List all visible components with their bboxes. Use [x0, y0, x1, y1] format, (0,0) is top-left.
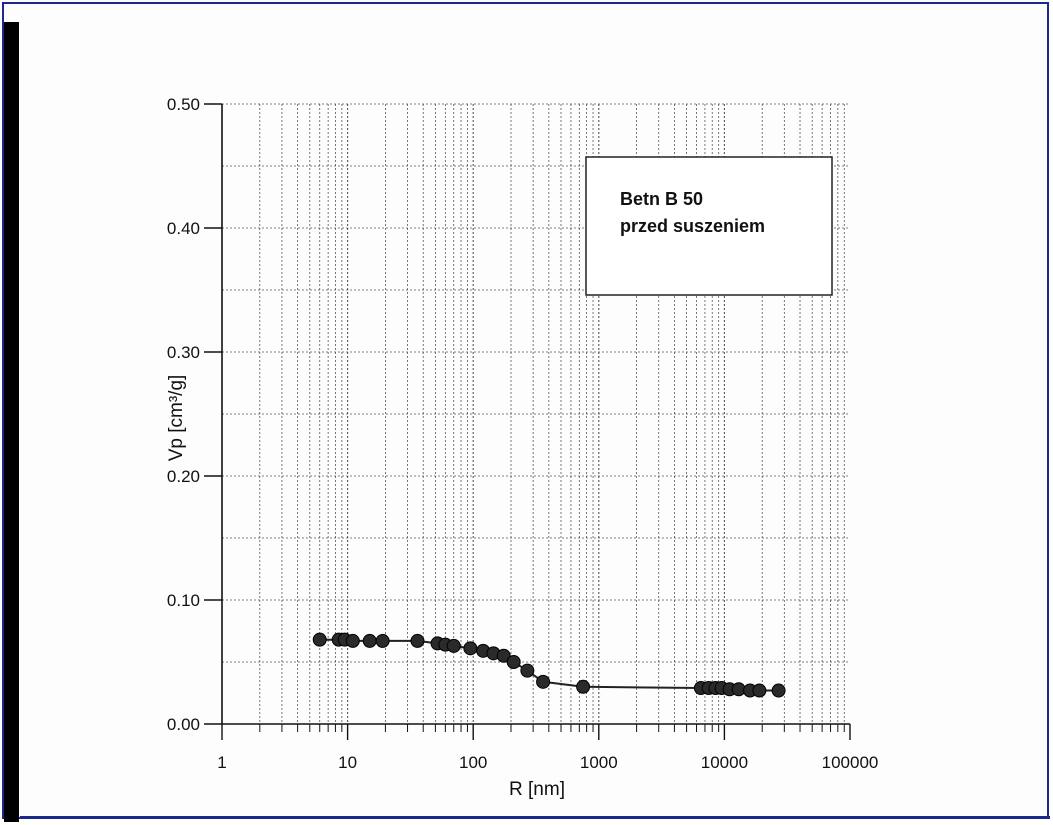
chart-axes: [204, 103, 851, 740]
data-series: [312, 632, 786, 698]
y-tick-label: 0.50: [167, 95, 200, 114]
data-point: [463, 641, 478, 656]
data-point: [345, 633, 360, 648]
x-tick-label: 1: [217, 753, 226, 772]
x-tick-label: 100000: [822, 753, 879, 772]
x-tick-label: 10000: [701, 753, 748, 772]
x-tick-label: 10: [338, 753, 357, 772]
x-tick-label: 1000: [580, 753, 618, 772]
data-point: [312, 632, 327, 647]
y-tick-label: 0.40: [167, 219, 200, 238]
y-tick-label: 0.10: [167, 591, 200, 610]
y-tick-labels: 0.00 0.10 0.20 0.30 0.40 0.50: [167, 95, 200, 734]
data-point: [446, 638, 461, 653]
annotation-line-1: Betn B 50: [620, 189, 703, 209]
data-point: [520, 663, 535, 678]
y-tick-label: 0.30: [167, 343, 200, 362]
data-point: [496, 648, 511, 663]
data-point: [362, 633, 377, 648]
data-point: [576, 679, 591, 694]
bottom-rule: [20, 816, 1050, 819]
data-point: [771, 683, 786, 698]
data-point: [536, 674, 551, 689]
x-tick-label: 100: [459, 753, 487, 772]
data-point: [375, 633, 390, 648]
data-point: [506, 655, 521, 669]
data-point: [752, 683, 767, 698]
x-tick-labels: 1 10 100 1000 10000 100000: [217, 753, 878, 772]
y-tick-label: 0.00: [167, 715, 200, 734]
y-axis-title: Vp [cm³/g]: [166, 375, 187, 462]
scan-edge-bar: [4, 22, 19, 822]
data-point: [410, 633, 425, 648]
annotation-box: Betn B 50 przed suszeniem: [585, 156, 833, 296]
annotation-line-2: przed suszeniem: [620, 216, 765, 236]
x-axis-title: R [nm]: [509, 779, 565, 800]
chart-grid: [222, 103, 850, 724]
y-tick-label: 0.20: [167, 467, 200, 486]
